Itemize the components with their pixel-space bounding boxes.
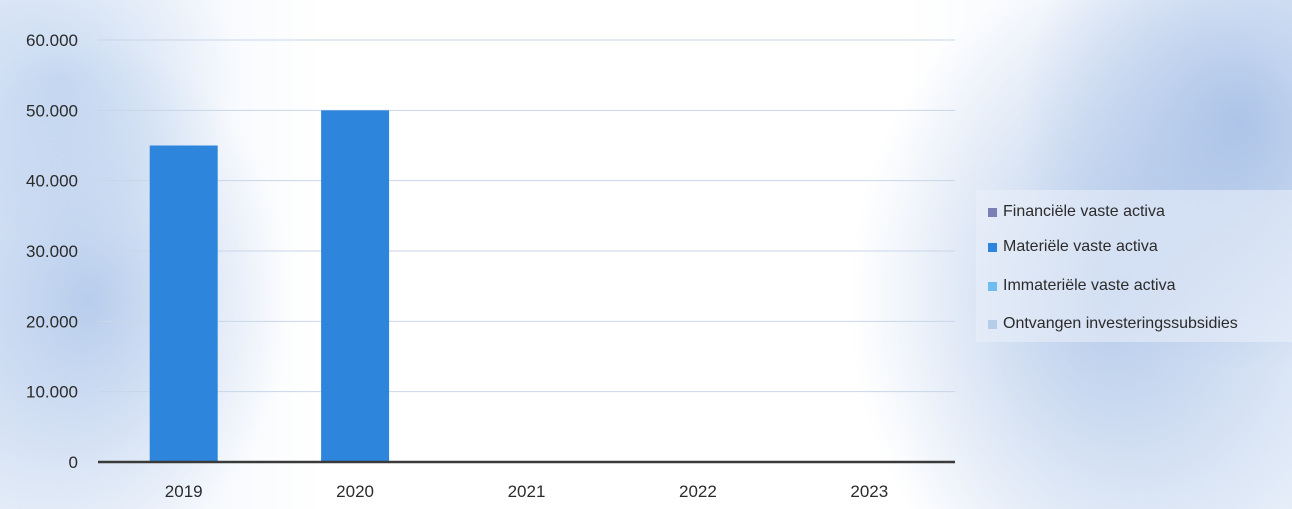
- legend-swatch: [988, 319, 997, 329]
- bars: [149, 110, 390, 462]
- y-tick-label: 60.000: [26, 31, 78, 50]
- legend-label: Ontvangen investeringssubsidies: [1003, 315, 1238, 332]
- legend-label: Financiële vaste activa: [1003, 203, 1165, 220]
- legend-item-financiele: Financiële vaste activa: [988, 200, 1165, 224]
- y-tick-label: 30.000: [26, 242, 78, 261]
- y-tick-label: 40.000: [26, 172, 78, 191]
- x-tick-label: 2020: [336, 482, 374, 501]
- y-tick-label: 20.000: [26, 312, 78, 331]
- legend-swatch: [988, 242, 997, 252]
- legend-swatch: [988, 207, 997, 217]
- y-tick-label: 0: [69, 453, 78, 472]
- legend-item-materiele: Materiële vaste activa: [988, 235, 1158, 259]
- gridlines: [98, 39, 955, 393]
- x-tick-label: 2019: [165, 482, 203, 501]
- x-tick-label: 2023: [850, 482, 888, 501]
- legend-label: Materiële vaste activa: [1003, 238, 1158, 255]
- legend-item-immateriele: Immateriële vaste activa: [988, 274, 1176, 298]
- axes: 0 10.000 20.000 30.000 40.000 50.000 60.000 201…: [26, 31, 955, 501]
- bar: [321, 110, 390, 462]
- x-tick-label: 2022: [679, 482, 717, 501]
- x-tick-label: 2021: [508, 482, 546, 501]
- legend-item-ontvangen: Ontvangen investeringssubsidies: [988, 312, 1238, 336]
- legend: Financiële vaste activa Materiële vaste …: [976, 190, 1292, 342]
- legend-label: Immateriële vaste activa: [1003, 277, 1176, 294]
- legend-swatch: [988, 281, 997, 291]
- y-tick-label: 10.000: [26, 383, 78, 402]
- bar: [149, 145, 218, 462]
- y-tick-label: 50.000: [26, 101, 78, 120]
